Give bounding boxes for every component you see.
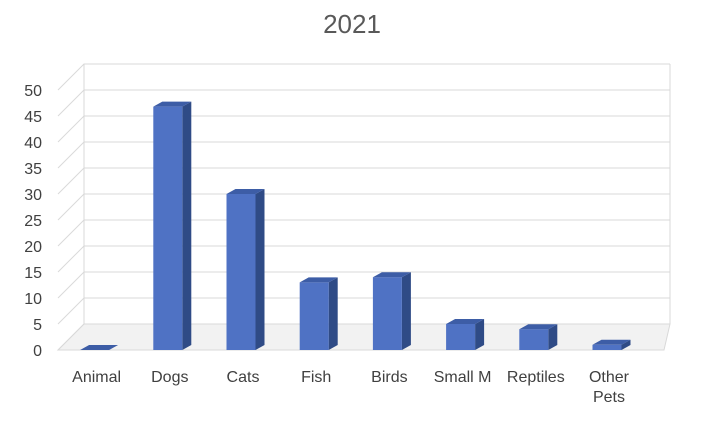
bar [226, 189, 265, 350]
bar-side-face [621, 339, 631, 350]
x-category-label: Small M [434, 369, 492, 386]
y-axis-tick-labels: 0 5 10 15 20 25 30 35 40 45 50 [24, 83, 42, 360]
gridline [57, 167, 670, 195]
x-category-label: Birds [371, 369, 407, 386]
x-category-label: Reptiles [507, 369, 565, 386]
x-category-label: Cats [227, 369, 260, 386]
gridline [57, 193, 670, 221]
bar-side-face [548, 324, 558, 350]
gridline [57, 219, 670, 247]
y-tick-label: 35 [24, 161, 42, 178]
bar [153, 101, 192, 350]
x-category-label: Other Pets [589, 369, 630, 406]
y-tick-label: 10 [24, 291, 42, 308]
gridline [57, 245, 670, 273]
bar-top-face [80, 345, 119, 350]
bar-side-face [475, 319, 485, 350]
bar [80, 345, 119, 350]
bar-side-face [401, 272, 411, 350]
y-tick-label: 30 [24, 187, 42, 204]
y-tick-label: 0 [33, 343, 42, 360]
bars [80, 101, 631, 350]
gridline [57, 297, 670, 325]
y-tick-label: 45 [24, 109, 42, 126]
x-category-label: Fish [301, 369, 331, 386]
bar [519, 324, 558, 350]
bar-front-face [592, 344, 622, 350]
bar-top-face [372, 272, 411, 278]
bar-side-face [182, 101, 192, 350]
chart-title: 2021 [323, 9, 381, 39]
gridline [57, 63, 670, 91]
bar-side-face [328, 277, 338, 350]
gridline [57, 115, 670, 143]
x-category-label: Animal [72, 369, 121, 386]
bar-front-face [519, 329, 549, 350]
gridline [57, 141, 670, 169]
bar-top-face [592, 339, 631, 345]
bar-top-face [226, 189, 265, 194]
bar-top-face [446, 319, 485, 324]
bar [372, 272, 411, 350]
bar [446, 319, 485, 350]
bar-top-face [153, 101, 192, 107]
bar-front-face [226, 194, 256, 350]
bar-front-face [299, 282, 329, 350]
bar [299, 277, 338, 350]
gridline [57, 271, 670, 299]
bar-front-face [153, 106, 183, 350]
bar [592, 339, 631, 350]
x-axis-category-labels: Animal Dogs Cats Fish Birds Small M Reptiles Ot… [72, 369, 630, 406]
x-category-label: Dogs [151, 369, 188, 386]
y-tick-label: 40 [24, 135, 42, 152]
bar-front-face [446, 324, 476, 350]
bar-top-face [299, 277, 338, 283]
y-tick-label: 25 [24, 213, 42, 230]
bar-top-face [519, 324, 558, 330]
y-tick-label: 50 [24, 83, 42, 100]
gridlines [57, 63, 670, 351]
chart-floor [56, 323, 671, 351]
y-tick-label: 15 [24, 265, 42, 282]
y-tick-label: 20 [24, 239, 42, 256]
bar-side-face [255, 189, 265, 350]
bar-front-face [372, 277, 402, 350]
y-tick-label: 5 [33, 317, 42, 334]
gridline [57, 89, 670, 117]
